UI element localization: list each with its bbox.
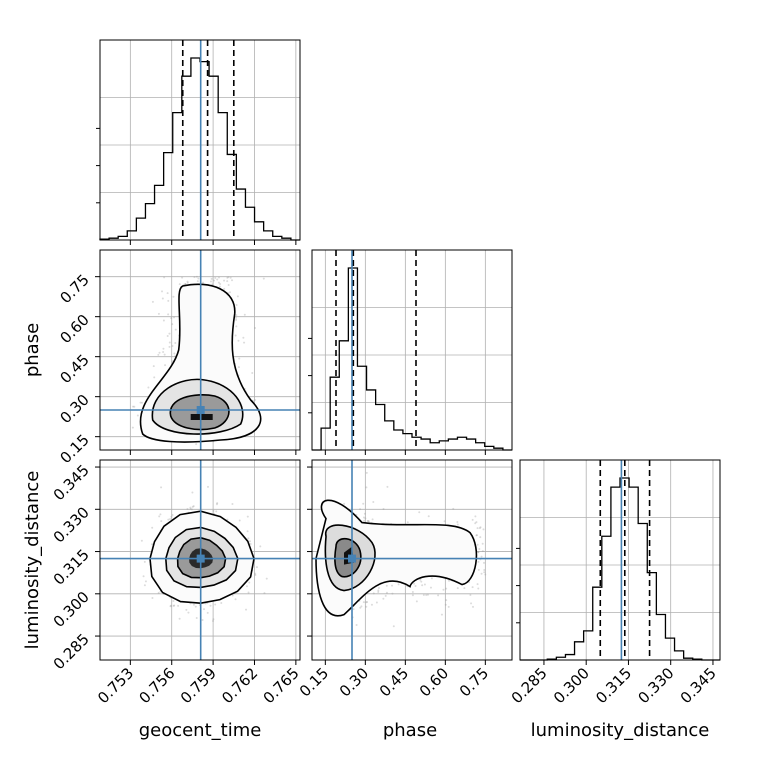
x-axis-label-geocent_time: geocent_time [139, 720, 262, 741]
y-tick-label: 0.30 [56, 391, 92, 427]
joint-frame [99, 459, 301, 661]
y-tick-label: 0.75 [56, 271, 92, 307]
y-tick-label: 0.60 [56, 311, 92, 347]
joint-density [100, 460, 300, 660]
histogram-luminosity_distance: 0.285 0.300 0.315 0.330 0.345 [508, 459, 721, 707]
histogram-panel [520, 460, 720, 660]
y-tick-label: 0.300 [50, 588, 93, 631]
histogram-step-line [520, 477, 720, 661]
joint-density [312, 460, 512, 660]
x-tick-label: 0.15 [296, 664, 332, 700]
y-tick-label: 0.345 [50, 461, 93, 504]
x-tick-label: 0.45 [376, 664, 412, 700]
joint-phase-luminosity_distance: 0.15 0.30 0.45 0.60 0.75 [296, 459, 513, 700]
histogram-step-line [312, 267, 512, 451]
y-axis-label-luminosity_distance: luminosity_distance [22, 471, 43, 650]
contour-level-4 [190, 414, 213, 420]
truth-marker [348, 554, 356, 563]
x-tick-label: 0.285 [508, 664, 551, 707]
joint-frame [99, 249, 301, 451]
x-tick-label: 0.765 [260, 664, 303, 707]
x-tick-label: 0.753 [94, 664, 137, 707]
x-tick-label: 0.300 [550, 664, 593, 707]
x-tick-label: 0.30 [336, 664, 372, 700]
x-tick-label: 0.60 [416, 664, 452, 700]
x-tick-label: 0.345 [677, 664, 720, 707]
y-tick-label: 0.330 [50, 503, 93, 546]
x-tick-label: 0.762 [218, 664, 261, 707]
x-tick-label: 0.75 [456, 664, 492, 700]
histogram-frame [519, 459, 721, 661]
histogram-phase [308, 249, 513, 455]
y-tick-label: 0.15 [56, 431, 92, 467]
y-tick-label: 0.285 [50, 630, 93, 673]
histogram-frame [99, 39, 301, 241]
joint-density [100, 250, 300, 450]
x-tick-label: 0.759 [177, 664, 220, 707]
x-tick-label: 0.756 [135, 664, 178, 707]
histogram-geocent_time [96, 39, 301, 245]
x-axis-label-phase: phase [383, 720, 437, 741]
joint-frame [311, 459, 513, 661]
x-tick-label: 0.315 [592, 664, 635, 707]
joint-geocent_time-phase: 0.15 0.30 0.45 0.60 0.75 [56, 249, 301, 467]
x-axis-label-luminosity_distance: luminosity_distance [531, 720, 710, 741]
y-tick-label: 0.45 [56, 351, 92, 387]
x-tick-label: 0.330 [634, 664, 677, 707]
y-tick-label: 0.315 [50, 546, 93, 589]
truth-marker [196, 554, 205, 563]
histogram-panel [312, 250, 512, 450]
histogram-frame [311, 249, 513, 451]
truth-marker [196, 406, 205, 414]
y-axis-label-phase: phase [22, 323, 43, 377]
